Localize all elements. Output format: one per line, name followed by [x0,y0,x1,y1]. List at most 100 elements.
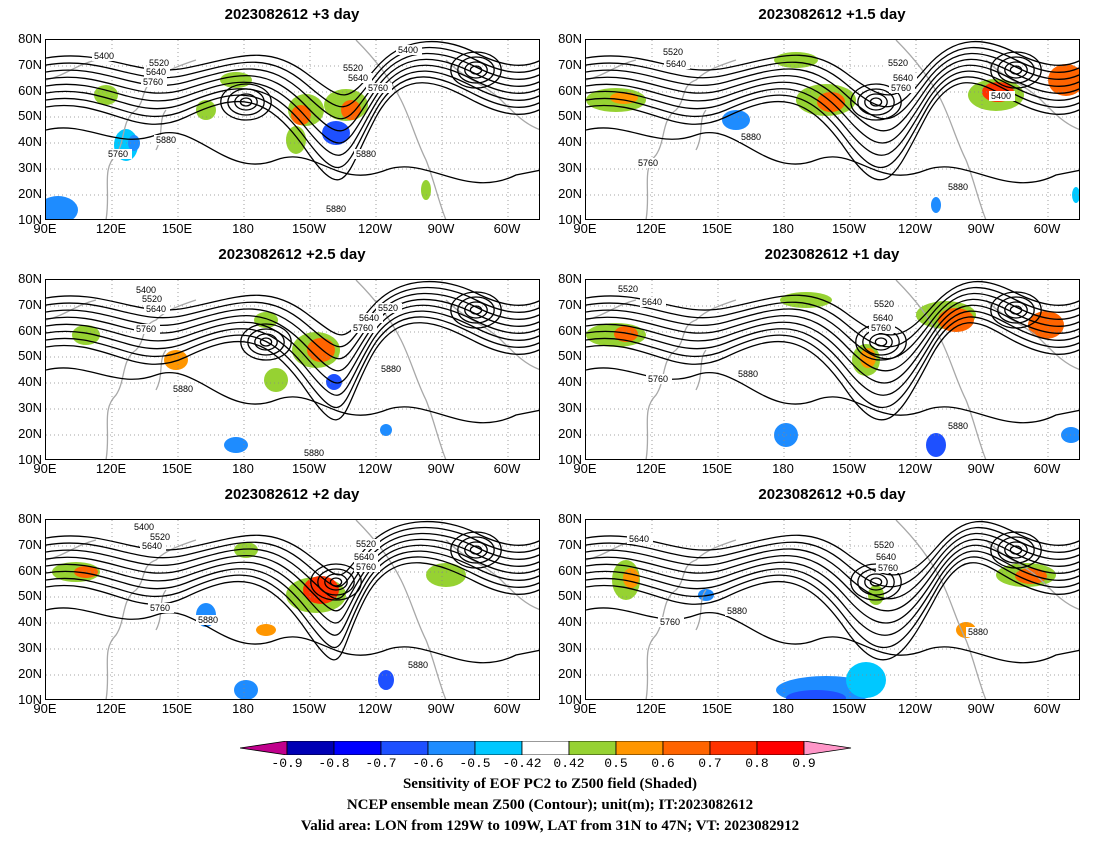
contour-label-bg [396,45,422,55]
longitude-tick-label: 150W [832,701,866,716]
low-center-contour [874,337,888,347]
latitude-tick-label: 50N [558,348,582,364]
contour-label: 5640 [354,552,374,562]
contour-label-bg [869,323,895,333]
coastline [895,40,987,219]
latitude-tick-label: 20N [18,665,42,681]
longitude-tick-label: 90E [33,701,57,716]
low-center-contour [869,97,883,107]
panel-title: 2023082612 +1.5 day [758,6,906,23]
low-center-contour [990,51,1042,89]
contour-label: 5760 [871,323,891,333]
contour-label-bg [664,59,690,69]
longitude-tick-label: 90E [33,221,57,236]
contour-label-bg [406,660,432,670]
height-contour [46,304,539,384]
height-contour [586,46,1079,108]
contour-label: 5880 [381,364,401,374]
longitude-tick-label: 150E [161,221,193,236]
height-contour [46,532,539,600]
low-center-contour [1009,545,1023,555]
low-center-contour [990,531,1042,569]
sensitivity-shading [426,563,466,587]
coastline [985,59,1079,130]
low-center-contour [857,88,895,116]
longitude-tick-label: 120W [358,221,392,236]
coastline [445,299,539,370]
longitude-tick-label: 150W [292,701,326,716]
latitude-tick-label: 10N [558,211,582,227]
latitude-tick-label: 80N [18,511,42,526]
height-contour [46,46,539,108]
low-center-contour [1009,65,1023,75]
latitude-tick-label: 40N [558,614,582,630]
contour-label-bg [891,73,917,83]
low-center-contour [464,61,488,79]
longitude-tick-label: 90W [427,221,455,236]
longitude-tick-label: 60W [493,221,521,236]
height-contour [46,367,539,424]
sensitivity-shading [341,100,361,120]
colorbar-tick-label: -0.42 [502,756,542,771]
latitude-tick-label: 40N [558,374,582,390]
sensitivity-shading [780,292,832,308]
sensitivity-shading [926,433,946,457]
colorbar-segment [380,741,429,755]
height-contour [586,316,1079,409]
map-canvas: 5400552056405760540055205640576058805760… [46,40,539,219]
coastline [645,539,737,699]
low-center-contour [869,333,893,351]
sensitivity-shading [938,308,974,332]
height-contour [46,316,539,409]
height-contour [586,76,1079,169]
contour-label: 5760 [878,563,898,573]
height-contour [586,544,1079,624]
contour-label: 5400 [991,91,1011,101]
longitude-tick-label: 90E [573,701,597,716]
contour-label-bg [366,83,392,93]
colorbar-tick-label: 0.8 [745,756,769,771]
height-contour [586,292,1079,360]
colorbar-segment [521,741,570,755]
colorbar-tick-label: 0.6 [651,756,675,771]
sensitivity-shading [380,424,392,436]
contour-label: 5640 [629,534,649,544]
height-contour [586,82,1079,181]
latitude-tick-label: 80N [18,271,42,286]
height-contour [586,298,1079,372]
contour-label: 5640 [359,313,379,323]
colorbar-segment [709,741,758,755]
sensitivity-shading [286,126,306,154]
latitude-tick-label: 10N [18,691,42,707]
contour-label: 5880 [948,421,968,431]
latitude-tick-label: 50N [18,588,42,604]
contour-label-bg [627,534,653,544]
contour-label-bg [966,627,992,637]
colorbar-segment [615,741,664,755]
low-center-contour [464,541,488,559]
contour-label: 5880 [198,615,218,625]
colorbar-tick-label: 0.42 [553,756,585,771]
height-contour [586,562,1079,661]
low-center-contour [864,573,888,591]
contour-label: 5880 [408,660,428,670]
contour-label-bg [147,58,173,68]
coastline [155,349,167,391]
contour-label-bg [134,324,160,334]
longitude-tick-label: 150E [701,701,733,716]
contour-label-bg [636,158,662,168]
contour-label-bg [132,522,158,532]
contour-label: 5640 [876,552,896,562]
longitude-tick-label: 90W [967,701,995,716]
colorbar-tick-label: 0.9 [792,756,816,771]
latitude-tick-label: 10N [18,451,42,467]
height-contour [46,544,539,624]
height-contour [46,64,539,144]
contour-label: 5760 [638,158,658,168]
longitude-tick-label: 120E [635,461,667,476]
longitude-tick-label: 120E [95,701,127,716]
contour-label-bg [658,617,684,627]
sensitivity-shading [421,180,431,200]
